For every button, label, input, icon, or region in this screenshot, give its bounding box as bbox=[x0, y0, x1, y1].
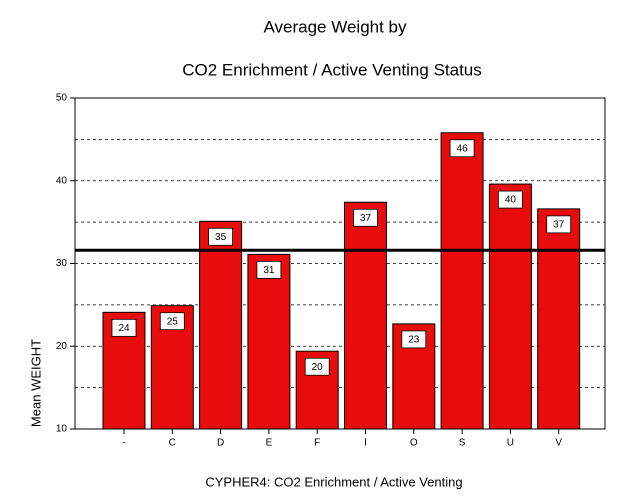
y-tick-label: 20 bbox=[56, 341, 68, 352]
x-tick-label: D bbox=[217, 438, 224, 449]
x-tick-label: O bbox=[410, 438, 418, 449]
value-label: 25 bbox=[167, 316, 179, 327]
y-tick-label: 30 bbox=[56, 258, 68, 269]
value-label-box bbox=[353, 208, 378, 227]
value-label: 37 bbox=[360, 213, 372, 224]
y-tick-label: 50 bbox=[56, 93, 68, 104]
bar bbox=[247, 253, 291, 430]
bar bbox=[440, 132, 484, 430]
value-label: 23 bbox=[408, 335, 420, 346]
x-tick-label: - bbox=[122, 438, 125, 449]
value-label-box bbox=[159, 312, 185, 331]
x-tick-label: I bbox=[364, 438, 367, 449]
bar bbox=[488, 183, 532, 430]
x-tick-label: U bbox=[507, 438, 514, 449]
x-tick-label: C bbox=[169, 438, 176, 449]
x-axis-label: CYPHER4: CO2 Enrichment / Active Venting bbox=[205, 474, 462, 489]
value-label: 20 bbox=[312, 362, 324, 373]
chart-subtitle: CO2 Enrichment / Active Venting Status bbox=[182, 60, 482, 79]
bar bbox=[537, 208, 581, 430]
value-label: 24 bbox=[118, 323, 130, 334]
bar bbox=[344, 201, 387, 430]
value-label-box bbox=[208, 227, 234, 246]
value-label-box bbox=[111, 318, 137, 337]
value-label-box bbox=[449, 139, 475, 158]
value-label: 37 bbox=[553, 220, 565, 231]
bar bbox=[102, 311, 146, 430]
value-label-box bbox=[256, 260, 282, 279]
value-label-box bbox=[304, 357, 330, 376]
x-tick-label: F bbox=[314, 438, 320, 449]
value-label-box bbox=[497, 190, 523, 209]
value-label: 35 bbox=[215, 232, 227, 243]
y-tick-label: 40 bbox=[56, 175, 68, 186]
chart-title: Average Weight by bbox=[263, 17, 407, 36]
y-tick-label: 10 bbox=[56, 424, 68, 435]
value-label: 31 bbox=[263, 265, 275, 276]
x-tick-label: E bbox=[266, 438, 273, 449]
y-axis-label: Mean WEIGHT bbox=[28, 339, 43, 427]
x-tick-label: S bbox=[459, 438, 466, 449]
value-label: 40 bbox=[505, 195, 517, 206]
value-label: 46 bbox=[457, 143, 469, 154]
value-label-box bbox=[401, 330, 427, 349]
bar bbox=[199, 220, 243, 430]
value-label-box bbox=[546, 215, 572, 234]
x-tick-label: V bbox=[555, 438, 562, 449]
